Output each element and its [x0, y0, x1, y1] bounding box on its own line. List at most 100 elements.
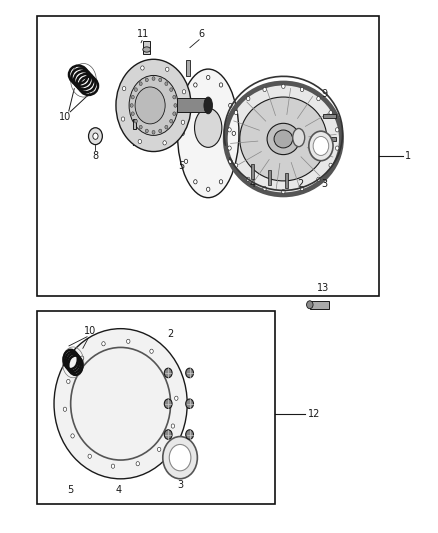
Circle shape [194, 180, 197, 184]
Circle shape [329, 110, 332, 115]
Circle shape [167, 369, 170, 374]
Bar [133, 119, 137, 129]
Circle shape [234, 110, 238, 115]
Circle shape [139, 82, 142, 86]
Bar [323, 136, 336, 141]
Circle shape [152, 77, 155, 80]
Circle shape [181, 120, 185, 124]
Circle shape [228, 146, 231, 150]
Circle shape [134, 119, 138, 123]
Circle shape [186, 430, 194, 439]
Circle shape [300, 87, 304, 92]
Ellipse shape [194, 108, 222, 147]
Text: 1: 1 [405, 151, 411, 161]
Circle shape [206, 75, 210, 79]
Circle shape [174, 103, 177, 107]
Text: 13: 13 [317, 282, 329, 293]
Circle shape [234, 163, 238, 167]
Bar [285, 173, 289, 188]
Bar [323, 114, 336, 118]
Circle shape [263, 187, 266, 190]
Circle shape [263, 87, 266, 92]
Bar [37, 311, 275, 504]
Circle shape [307, 301, 313, 309]
Text: 11: 11 [137, 29, 149, 39]
Circle shape [247, 96, 250, 101]
Circle shape [336, 128, 339, 132]
Circle shape [170, 119, 173, 123]
Ellipse shape [177, 69, 239, 198]
Text: 10: 10 [59, 111, 71, 122]
Circle shape [163, 437, 198, 479]
Bar [268, 170, 272, 185]
Circle shape [282, 189, 285, 193]
Text: 2: 2 [297, 179, 304, 189]
Circle shape [300, 187, 304, 190]
Circle shape [329, 163, 332, 167]
Text: 2: 2 [167, 329, 174, 340]
Circle shape [182, 90, 186, 94]
Text: 3: 3 [177, 480, 183, 490]
Circle shape [173, 112, 176, 116]
Text: 5: 5 [67, 486, 74, 495]
Circle shape [175, 396, 178, 400]
Circle shape [159, 78, 162, 82]
Circle shape [134, 88, 138, 92]
Circle shape [173, 95, 176, 99]
Ellipse shape [204, 97, 212, 114]
Circle shape [229, 103, 232, 108]
Circle shape [141, 66, 144, 70]
Circle shape [138, 140, 141, 143]
Text: 7: 7 [130, 138, 136, 148]
Circle shape [184, 103, 188, 108]
Text: 6: 6 [198, 29, 205, 39]
Circle shape [163, 141, 166, 145]
Ellipse shape [54, 329, 187, 479]
Text: 9: 9 [321, 89, 328, 99]
Circle shape [145, 129, 148, 133]
Text: 10: 10 [84, 326, 96, 336]
Circle shape [88, 454, 92, 458]
Circle shape [165, 125, 168, 129]
Circle shape [145, 78, 148, 82]
Circle shape [282, 84, 285, 88]
Bar [143, 41, 150, 54]
Circle shape [159, 129, 162, 133]
Circle shape [186, 368, 194, 378]
Bar [186, 60, 190, 76]
Circle shape [139, 125, 142, 129]
Bar [251, 165, 254, 179]
Circle shape [232, 131, 236, 135]
Circle shape [71, 434, 74, 438]
Circle shape [164, 399, 172, 408]
Circle shape [93, 133, 98, 139]
Circle shape [150, 349, 153, 353]
Circle shape [131, 112, 134, 116]
Ellipse shape [225, 83, 342, 195]
Ellipse shape [135, 87, 165, 124]
Circle shape [219, 83, 223, 87]
Text: 5: 5 [178, 160, 184, 171]
Circle shape [88, 128, 102, 144]
Circle shape [169, 445, 191, 471]
Circle shape [336, 146, 339, 150]
Circle shape [181, 131, 184, 135]
Ellipse shape [274, 130, 293, 148]
Circle shape [184, 159, 188, 164]
Circle shape [170, 88, 173, 92]
Circle shape [127, 339, 130, 343]
Ellipse shape [293, 128, 305, 147]
Text: 4: 4 [250, 179, 256, 189]
Circle shape [67, 379, 70, 384]
Circle shape [164, 430, 172, 439]
Circle shape [317, 96, 320, 101]
Circle shape [131, 95, 134, 99]
Circle shape [171, 424, 175, 428]
Circle shape [194, 83, 197, 87]
Circle shape [317, 177, 320, 181]
Ellipse shape [143, 47, 151, 52]
Circle shape [247, 177, 250, 181]
Circle shape [130, 103, 133, 107]
Circle shape [121, 117, 125, 121]
Circle shape [122, 86, 126, 91]
